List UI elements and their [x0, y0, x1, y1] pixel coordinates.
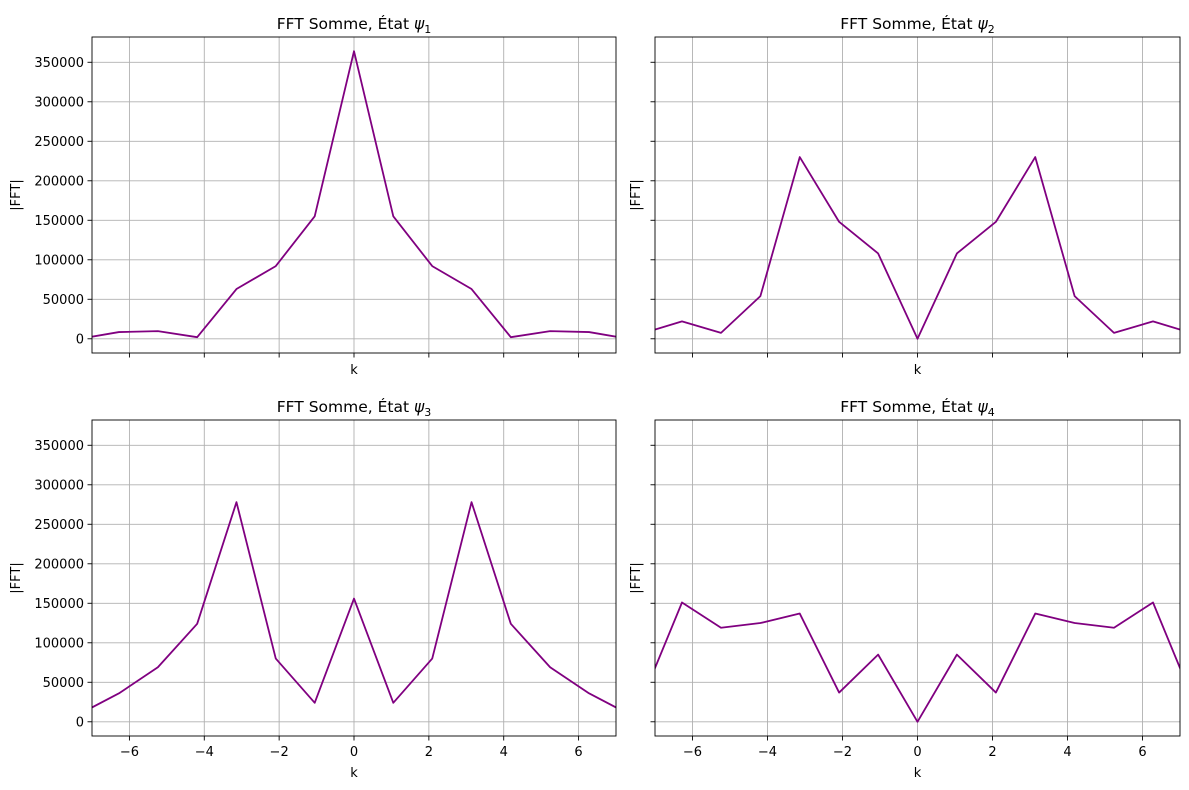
x-axis-label: k	[350, 363, 358, 378]
subplot-1: 0 50000 100000 150000 200000 250000 300000 3500…	[9, 14, 617, 378]
y-axis-label: |FFT|	[629, 562, 644, 593]
subplot-title: FFT Somme, État ψ1	[277, 14, 431, 36]
y-tick-label: 250000	[34, 135, 84, 150]
y-axis-label: |FFT|	[9, 179, 24, 210]
x-tick-label: 0	[913, 745, 921, 760]
x-tick-label: 4	[1063, 745, 1071, 760]
y-axis-label: |FFT|	[9, 562, 24, 593]
series-line	[92, 50, 616, 339]
y-tick-label: 200000	[34, 174, 84, 189]
y-tick-label: 350000	[34, 439, 84, 454]
y-tick-label: 100000	[34, 636, 84, 651]
y-tick-label: 50000	[43, 293, 84, 308]
y-tick-label: 100000	[34, 253, 84, 268]
x-tick-label: 6	[574, 745, 582, 760]
series-line	[92, 501, 616, 709]
subplot-3: −6 −4 −2 0 2 4 6 0 50000 100000 150000 200000 250000…	[9, 397, 617, 781]
y-tick-label: 0	[76, 715, 84, 730]
y-tick-label: 300000	[34, 478, 84, 493]
y-tick-label: 150000	[34, 214, 84, 229]
y-tick-label: 0	[76, 332, 84, 347]
x-tick-label: −4	[758, 745, 777, 760]
series-line	[655, 601, 1180, 723]
y-tick-label: 250000	[34, 518, 84, 533]
subplot-title: FFT Somme, État ψ2	[840, 14, 994, 36]
subplot-title: FFT Somme, État ψ3	[277, 397, 431, 419]
x-tick-label: 2	[425, 745, 433, 760]
series-line	[655, 156, 1180, 340]
y-tick-label: 200000	[34, 557, 84, 572]
x-tick-label: −2	[833, 745, 852, 760]
y-tick-label: 50000	[43, 676, 84, 691]
subplot-4: −6 −4 −2 0 2 4 6 k |FFT| FFT Somme, État ψ4	[629, 397, 1181, 781]
x-tick-label: 4	[500, 745, 508, 760]
x-tick-label: −6	[683, 745, 702, 760]
y-axis-label: |FFT|	[629, 179, 644, 210]
x-axis-label: k	[914, 363, 922, 378]
x-axis-label: k	[914, 766, 922, 781]
x-tick-label: −2	[270, 745, 289, 760]
x-tick-label: 0	[350, 745, 358, 760]
x-tick-label: −4	[195, 745, 214, 760]
x-tick-label: 2	[988, 745, 996, 760]
y-tick-label: 150000	[34, 597, 84, 612]
y-tick-label: 350000	[34, 56, 84, 71]
x-tick-label: −6	[120, 745, 139, 760]
x-axis-label: k	[350, 766, 358, 781]
y-tick-label: 300000	[34, 95, 84, 110]
subplot-title: FFT Somme, État ψ4	[840, 397, 994, 419]
x-tick-label: 6	[1138, 745, 1146, 760]
subplot-2: k |FFT| FFT Somme, État ψ2	[629, 14, 1181, 378]
